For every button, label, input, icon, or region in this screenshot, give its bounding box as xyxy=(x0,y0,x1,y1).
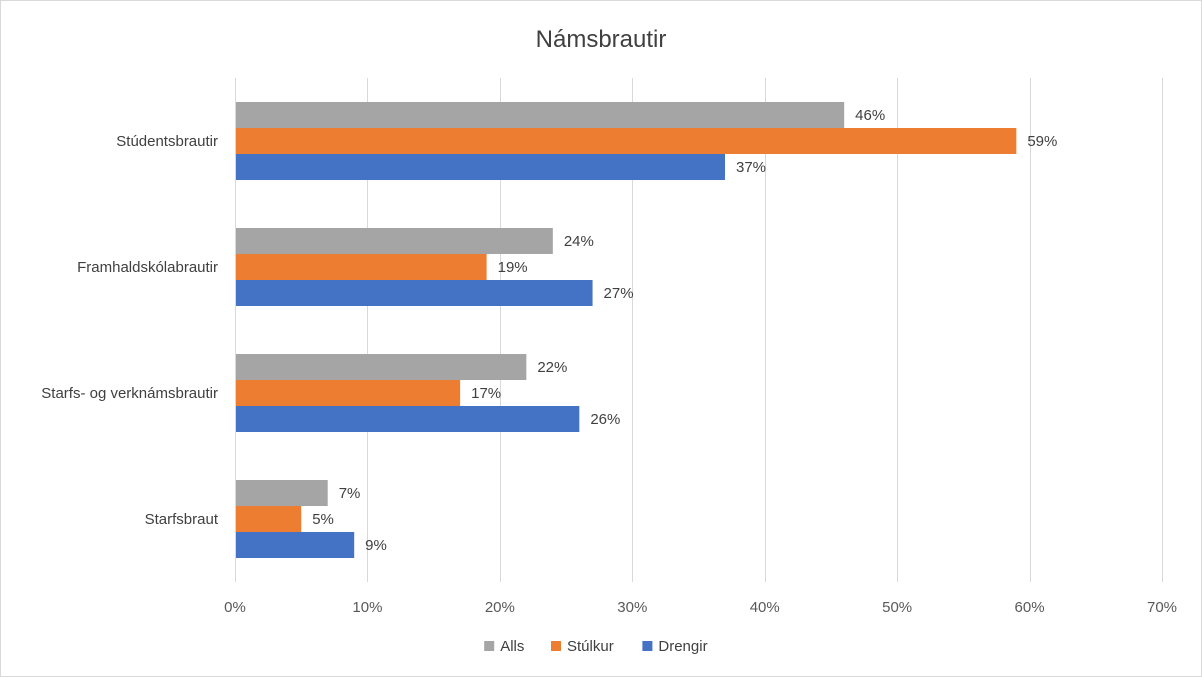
category-label: Starfs- og verknámsbrautir xyxy=(41,385,218,402)
category-label: Starfsbraut xyxy=(145,511,219,528)
x-tick-label: 60% xyxy=(1015,599,1045,616)
data-label: 46% xyxy=(855,107,885,124)
data-label: 22% xyxy=(537,359,567,376)
bar xyxy=(236,102,845,128)
data-label: 7% xyxy=(339,485,361,502)
data-label: 17% xyxy=(471,385,501,402)
legend-swatch xyxy=(551,641,561,651)
bar xyxy=(236,532,355,558)
x-tick-label: 0% xyxy=(224,599,246,616)
data-labels: 46% 59% 37% 24% 19% 27% 22% 17% 26% 7% 5% 9% xyxy=(312,107,1057,554)
bar xyxy=(236,228,553,254)
bar xyxy=(236,506,302,532)
bar xyxy=(236,280,593,306)
bar xyxy=(236,406,580,432)
x-tick-label: 40% xyxy=(750,599,780,616)
data-label: 24% xyxy=(564,233,594,250)
category-labels: Stúdentsbrautir Framhaldskólabrautir Starf… xyxy=(41,133,219,528)
bar xyxy=(236,380,461,406)
x-tick-label: 50% xyxy=(882,599,912,616)
bars xyxy=(236,102,1017,558)
x-tick-label: 30% xyxy=(617,599,647,616)
data-label: 5% xyxy=(312,511,334,528)
bar xyxy=(236,128,1017,154)
legend-swatch xyxy=(642,641,653,651)
category-label: Framhaldskólabrautir xyxy=(77,259,218,276)
category-label: Stúdentsbrautir xyxy=(116,133,218,150)
legend: Alls Stúlkur Drengir xyxy=(484,638,708,655)
data-label: 19% xyxy=(498,259,528,276)
x-tick-label: 10% xyxy=(352,599,382,616)
bar xyxy=(236,154,725,180)
x-axis-ticks: 0% 10% 20% 30% 40% 50% 60% 70% xyxy=(224,599,1177,616)
x-tick-label: 20% xyxy=(485,599,515,616)
legend-label: Stúlkur xyxy=(567,638,614,655)
bar xyxy=(236,354,527,380)
x-tick-label: 70% xyxy=(1147,599,1177,616)
data-label: 9% xyxy=(365,537,387,554)
legend-label: Drengir xyxy=(658,638,707,655)
bar xyxy=(236,480,328,506)
legend-swatch xyxy=(484,641,495,651)
data-label: 26% xyxy=(590,411,620,428)
legend-label: Alls xyxy=(500,638,524,655)
chart-title: Námsbrautir xyxy=(536,26,667,53)
data-label: 27% xyxy=(604,285,634,302)
data-label: 37% xyxy=(736,159,766,176)
data-label: 59% xyxy=(1027,133,1057,150)
bar xyxy=(236,254,487,280)
